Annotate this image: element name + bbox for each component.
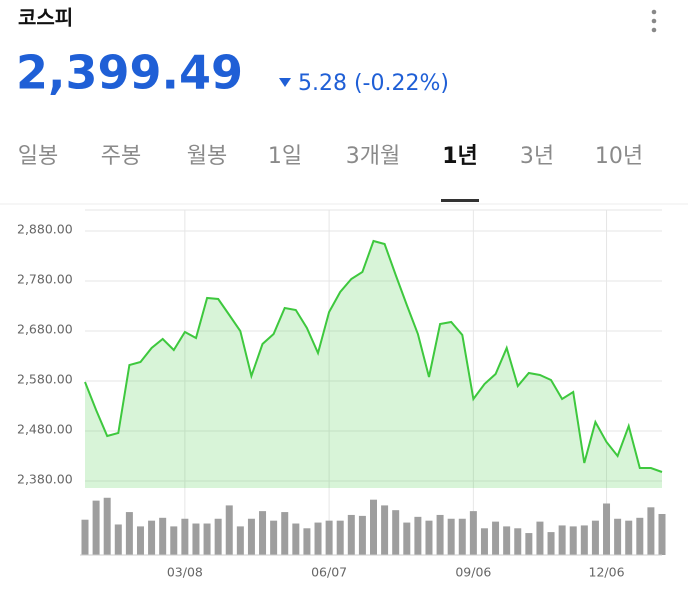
volume-bar xyxy=(647,507,655,555)
volume-bar xyxy=(192,523,200,555)
volume-bar xyxy=(358,515,366,555)
tab[interactable]: 3개월 xyxy=(346,144,400,169)
price-line xyxy=(84,239,663,473)
volume-bar xyxy=(203,523,211,555)
y-tick-label: 2,780.00 xyxy=(17,272,73,287)
volume-bar xyxy=(614,518,622,555)
price: 2,399.49 xyxy=(16,46,243,100)
volume-bar xyxy=(103,497,111,555)
volume-bar xyxy=(314,522,322,555)
area xyxy=(85,241,662,488)
volume-bar xyxy=(270,520,278,555)
x-tick-label: 12/06 xyxy=(589,565,625,580)
volume-bar xyxy=(136,526,144,555)
volume-bar xyxy=(492,521,500,555)
volume-bar xyxy=(658,513,666,555)
volume-bar xyxy=(292,523,300,555)
change: 5.28 (-0.22%) xyxy=(298,71,449,96)
volume-bar xyxy=(625,520,633,555)
x-tick-label: 09/06 xyxy=(455,565,491,580)
volume-bar xyxy=(347,514,355,555)
volume-bar xyxy=(170,526,178,555)
volume-bar xyxy=(225,505,233,555)
y-tick-label: 2,480.00 xyxy=(17,422,73,437)
volume-bar xyxy=(214,518,222,555)
volume-bar xyxy=(92,500,100,555)
volume-bar xyxy=(259,511,267,555)
volume-bar xyxy=(148,520,156,555)
y-tick-label: 2,380.00 xyxy=(17,472,73,487)
volume-bar xyxy=(603,503,611,555)
volume-bar xyxy=(403,522,411,555)
volume-bar xyxy=(591,520,599,555)
chart: 2,380.00 2,480.00 2,580.00 2,680.00 2,780.00… xyxy=(17,209,666,580)
tab[interactable]: 1일 xyxy=(268,144,302,169)
tab[interactable]: 일봉 xyxy=(18,144,58,169)
y-tick-label: 2,680.00 xyxy=(17,322,73,337)
y-tick-label: 2,580.00 xyxy=(17,372,73,387)
volume-bar xyxy=(636,517,644,555)
volume-bar xyxy=(381,505,389,555)
volume-bar xyxy=(125,512,133,555)
x-tick-label: 03/08 xyxy=(167,565,203,580)
title: 코스피 xyxy=(18,6,73,30)
volume-bar xyxy=(447,518,455,555)
tab-underline xyxy=(441,199,479,202)
volume-bar xyxy=(580,525,588,555)
volume-bar xyxy=(114,524,122,555)
volume-bar xyxy=(236,526,244,555)
volume-bar xyxy=(458,518,466,555)
volume-bar xyxy=(370,499,377,555)
tab[interactable]: 주봉 xyxy=(101,144,141,169)
volume-bar xyxy=(247,518,255,555)
volume-bar xyxy=(336,520,344,555)
volume-bar xyxy=(525,533,533,555)
volume-bar xyxy=(558,525,566,555)
volume-bar xyxy=(159,517,167,555)
volume-bar xyxy=(480,528,488,555)
volume-bar xyxy=(425,520,433,555)
x-tick-label: 06/07 xyxy=(311,565,347,580)
down-arrow xyxy=(279,78,291,87)
volume-bar xyxy=(281,512,289,555)
volume-bar xyxy=(325,520,333,555)
volume-bar xyxy=(303,528,311,555)
volume-bar xyxy=(414,516,422,555)
tab[interactable]: 3년 xyxy=(520,144,554,169)
volume-bar xyxy=(436,514,444,555)
tab[interactable]: 월봉 xyxy=(187,144,227,169)
volume-bar xyxy=(469,511,477,555)
volume-bar xyxy=(569,526,577,555)
tabs: 일봉 주봉 월봉 1일 3개월 1년 3년 10년 xyxy=(18,144,643,202)
volume-bar xyxy=(514,528,522,555)
volume-bar xyxy=(81,519,89,555)
tab[interactable]: 1년 xyxy=(442,144,478,169)
volume-bar xyxy=(392,510,400,555)
volume-bar xyxy=(547,532,555,555)
y-tick-label: 2,880.00 xyxy=(17,222,73,237)
volume-bar xyxy=(503,526,511,555)
volume-bar xyxy=(181,518,189,555)
tab[interactable]: 10년 xyxy=(595,144,643,169)
menu-button[interactable] xyxy=(651,9,657,33)
volume-bar xyxy=(536,521,544,555)
